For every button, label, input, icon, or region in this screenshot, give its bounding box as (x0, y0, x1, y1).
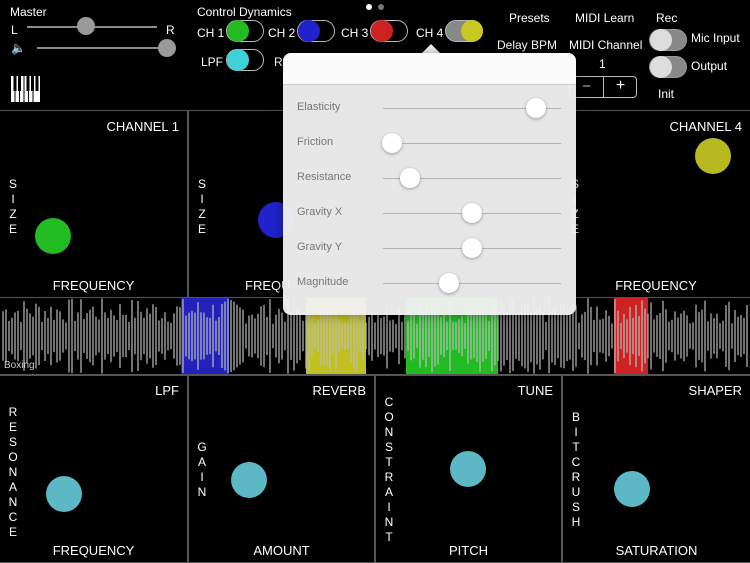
lpf-toggle-label: LPF (201, 55, 224, 69)
control-dynamics-label: Control Dynamics (197, 5, 292, 19)
effect-ball[interactable] (231, 462, 267, 498)
gravity-x-label: Gravity X (297, 206, 343, 218)
ch-3-toggle-dot (371, 20, 393, 42)
midi-channel-label: MIDI Channel (569, 38, 643, 52)
panel-title: REVERB (312, 383, 366, 398)
effect-panel-tune[interactable]: TUNE C O N S T R A I N T PITCH (375, 374, 562, 563)
presets-button[interactable]: Presets (509, 11, 550, 25)
balance-right-label: R (166, 23, 175, 37)
resistance-label: Resistance (297, 171, 352, 183)
resistance-slider-knob[interactable] (399, 168, 420, 188)
ch-1-toggle-label: CH 1 (197, 26, 225, 40)
effect-ball[interactable] (614, 471, 650, 507)
panel-title: LPF (155, 383, 179, 398)
magnitude-slider-knob[interactable] (438, 273, 459, 293)
waveform-region-3 (614, 298, 648, 375)
rec-label: Rec (656, 11, 678, 25)
channel-1-ball[interactable] (35, 218, 71, 254)
midi-channel-stepper[interactable]: − + (569, 76, 637, 98)
balance-left-label: L (11, 23, 18, 37)
piano-keyboard-icon[interactable] (11, 76, 40, 102)
friction-slider-track[interactable] (383, 143, 561, 144)
midi-channel-minus-button[interactable]: − (582, 78, 591, 95)
panel-x-label: FREQU (245, 278, 291, 293)
ch-3-toggle-label: CH 3 (341, 26, 369, 40)
balance-slider-knob[interactable] (76, 17, 95, 35)
effect-panel-reverb[interactable]: REVERB G A I N AMOUNT (188, 374, 375, 563)
panel-x-label: SATURATION (615, 543, 698, 558)
friction-slider-knob[interactable] (381, 133, 402, 153)
ch-2-toggle-dot (298, 20, 320, 42)
panel-x-label: FREQUENCY (615, 278, 697, 293)
midi-channel-value: 1 (599, 57, 606, 71)
mic-input-label: Mic Input (691, 31, 740, 45)
ch-4-toggle-dot (461, 20, 483, 42)
output-toggle[interactable] (649, 56, 687, 78)
master-label: Master (10, 5, 47, 19)
friction-label: Friction (297, 136, 334, 148)
r-toggle-label: R (274, 55, 283, 69)
elasticity-slider-track[interactable] (383, 108, 561, 109)
midi-channel-plus-button[interactable]: + (615, 77, 626, 94)
mic-input-toggle-dot (650, 29, 672, 51)
speaker-icon: 🔈 (11, 41, 26, 55)
page-indicator[interactable] (366, 4, 386, 10)
panel-x-label: AMOUNT (253, 543, 310, 558)
page-dot-active (366, 4, 372, 10)
resistance-slider-track[interactable] (383, 178, 561, 179)
panel-x-label: FREQUENCY (52, 278, 135, 293)
midi-learn-button[interactable]: MIDI Learn (575, 11, 635, 25)
ch-3-toggle[interactable] (370, 20, 408, 42)
panel-title: CHANNEL 4 (669, 119, 742, 134)
ch-1-toggle-dot (227, 20, 249, 42)
mic-input-toggle[interactable] (649, 29, 687, 51)
popover-header (283, 53, 576, 85)
effect-ball[interactable] (46, 476, 82, 512)
effect-ball[interactable] (450, 451, 486, 487)
panel-x-label: PITCH (449, 543, 488, 558)
output-toggle-dot (650, 56, 672, 78)
elasticity-slider-knob[interactable] (526, 98, 547, 118)
panel-title: SHAPER (688, 383, 742, 398)
output-label: Output (691, 59, 728, 73)
effect-panel-shaper[interactable]: SHAPER B I T C R U S H SATURATION (562, 374, 750, 563)
ch-2-toggle-label: CH 2 (268, 26, 296, 40)
panel-title: TUNE (517, 383, 553, 398)
channel-4-ball[interactable] (695, 138, 731, 174)
panel-x-label: FREQUENCY (52, 543, 135, 558)
magnitude-slider-track[interactable] (383, 283, 561, 284)
magnitude-label: Magnitude (297, 276, 349, 288)
ch-2-toggle[interactable] (297, 20, 335, 42)
elasticity-label: Elasticity (297, 101, 341, 113)
panel-title: CHANNEL 1 (106, 119, 179, 134)
waveform-label: Boxing (4, 360, 35, 371)
init-button[interactable]: Init (658, 87, 675, 101)
effect-panel-lpf[interactable]: LPF R E S O N A N C E FREQUENCY (0, 374, 188, 563)
ch-1-toggle[interactable] (226, 20, 264, 42)
page-dot-inactive (378, 4, 384, 10)
stepper-divider (603, 77, 604, 97)
gravity-y-slider-knob[interactable] (462, 238, 482, 258)
ch-4-toggle-label: CH 4 (416, 26, 444, 40)
popover-arrow (422, 44, 440, 53)
gravity-y-label: Gravity Y (297, 241, 343, 253)
volume-slider-knob[interactable] (158, 39, 176, 57)
volume-slider-track[interactable] (37, 47, 167, 49)
ch-4-toggle[interactable] (445, 20, 483, 42)
delay-bpm-label: Delay BPM (497, 38, 558, 52)
lpf-toggle[interactable] (226, 49, 264, 71)
gravity-x-slider-knob[interactable] (462, 203, 482, 223)
lpf-toggle-dot (227, 49, 249, 71)
physics-settings-popover: Elasticity Friction Resistance Gravity X Gra… (283, 53, 576, 315)
